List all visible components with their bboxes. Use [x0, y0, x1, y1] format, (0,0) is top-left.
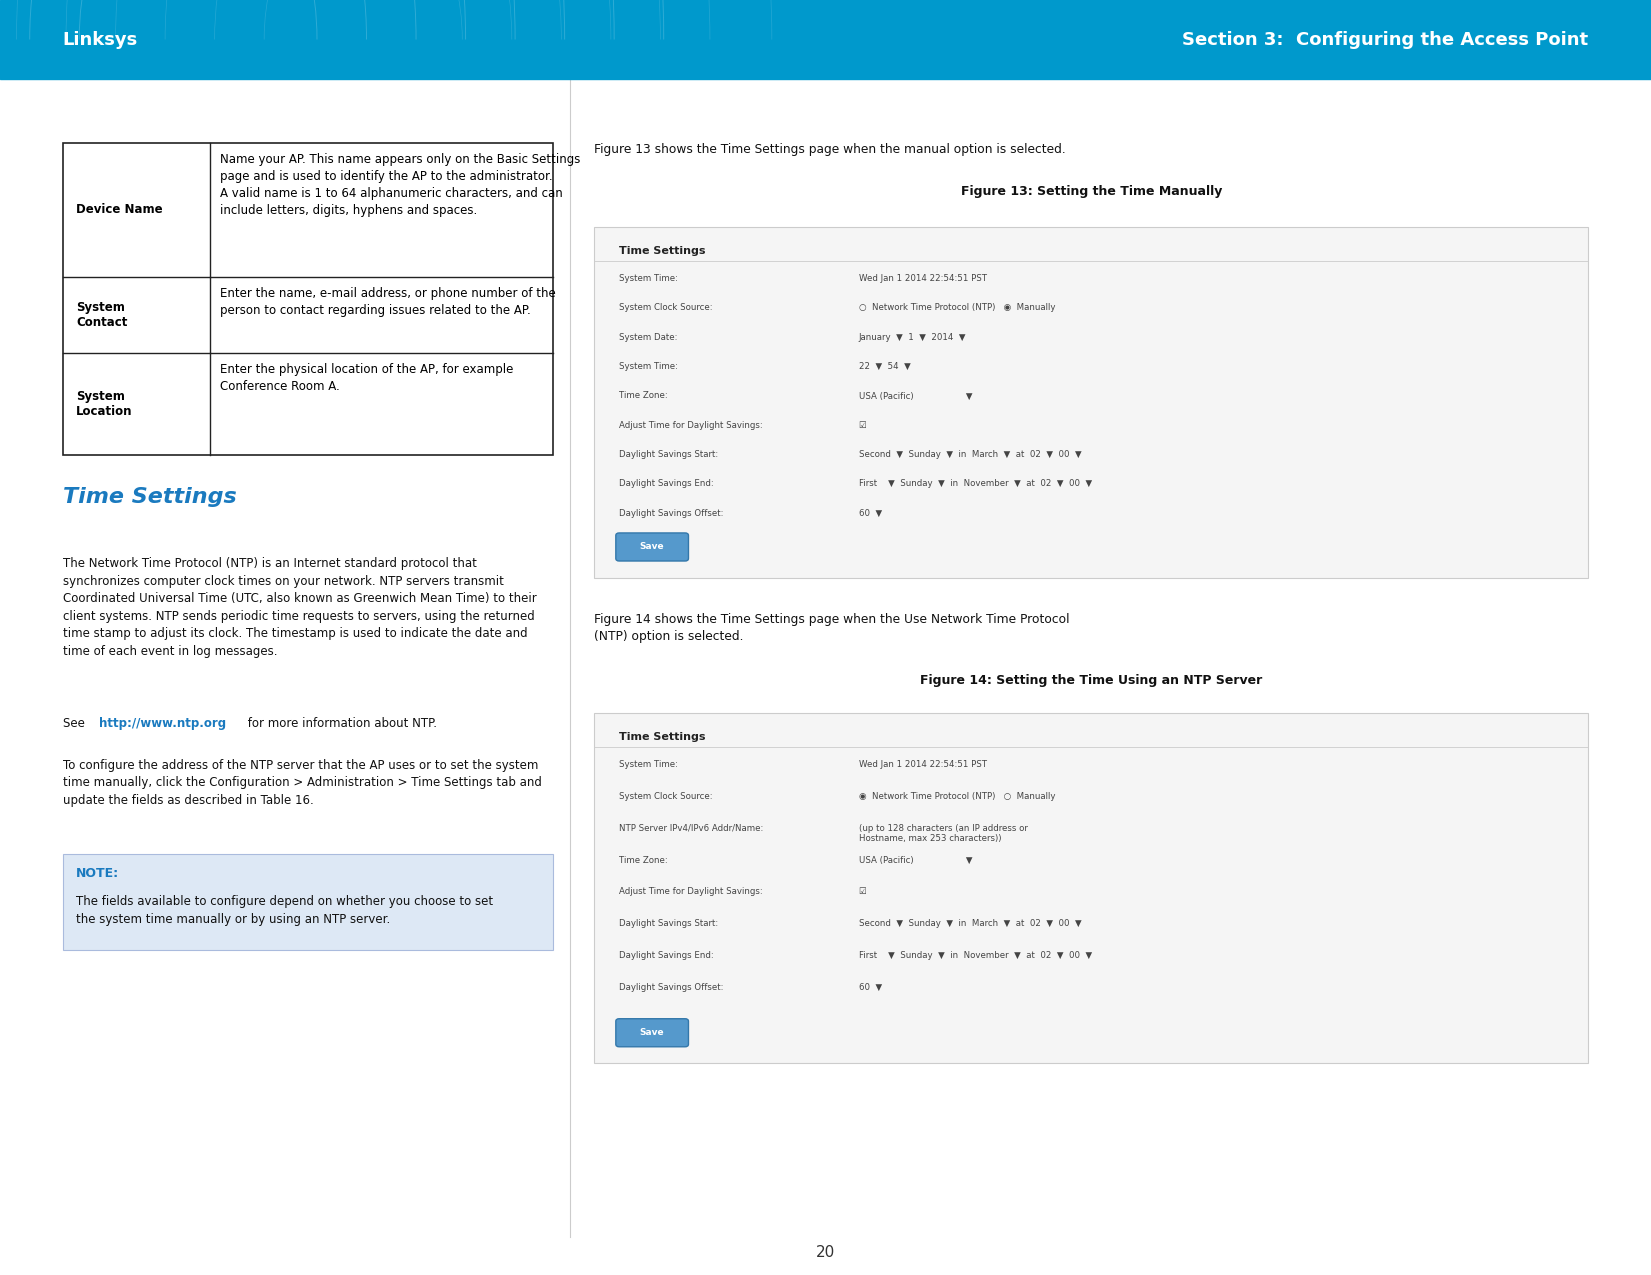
Text: Time Settings: Time Settings: [619, 732, 705, 742]
Text: First    ▼  Sunday  ▼  in  November  ▼  at  02  ▼  00  ▼: First ▼ Sunday ▼ in November ▼ at 02 ▼ 0…: [859, 479, 1091, 488]
Text: 60  ▼: 60 ▼: [859, 509, 882, 518]
Text: 60  ▼: 60 ▼: [859, 983, 882, 992]
Text: ◉  Network Time Protocol (NTP)   ○  Manually: ◉ Network Time Protocol (NTP) ○ Manually: [859, 792, 1055, 801]
Text: System Time:: System Time:: [619, 760, 679, 769]
Text: http://www.ntp.org: http://www.ntp.org: [99, 717, 226, 729]
Text: Enter the physical location of the AP, for example
Conference Room A.: Enter the physical location of the AP, f…: [220, 363, 513, 394]
Text: NTP Server IPv4/IPv6 Addr/Name:: NTP Server IPv4/IPv6 Addr/Name:: [619, 824, 763, 833]
Text: Daylight Savings End:: Daylight Savings End:: [619, 951, 713, 960]
Text: Second  ▼  Sunday  ▼  in  March  ▼  at  02  ▼  00  ▼: Second ▼ Sunday ▼ in March ▼ at 02 ▼ 00 …: [859, 450, 1081, 459]
Text: Name your AP. This name appears only on the Basic Settings
page and is used to i: Name your AP. This name appears only on …: [220, 153, 580, 217]
Text: System
Contact: System Contact: [76, 301, 127, 329]
Text: ☑: ☑: [859, 421, 867, 430]
Text: Section 3:  Configuring the Access Point: Section 3: Configuring the Access Point: [1182, 31, 1588, 48]
FancyBboxPatch shape: [63, 854, 553, 950]
Text: Figure 14 shows the Time Settings page when the Use Network Time Protocol
(NTP) : Figure 14 shows the Time Settings page w…: [594, 613, 1070, 644]
Text: The fields available to configure depend on whether you choose to set
the system: The fields available to configure depend…: [76, 895, 494, 926]
Text: System Date:: System Date:: [619, 333, 677, 342]
Text: Wed Jan 1 2014 22:54:51 PST: Wed Jan 1 2014 22:54:51 PST: [859, 760, 987, 769]
Text: Daylight Savings Offset:: Daylight Savings Offset:: [619, 983, 723, 992]
FancyBboxPatch shape: [616, 533, 688, 561]
Bar: [594, 713, 1588, 1063]
Text: for more information about NTP.: for more information about NTP.: [244, 717, 438, 729]
Text: Time Zone:: Time Zone:: [619, 391, 669, 400]
Text: Enter the name, e-mail address, or phone number of the
person to contact regardi: Enter the name, e-mail address, or phone…: [220, 287, 555, 317]
Text: ○  Network Time Protocol (NTP)   ◉  Manually: ○ Network Time Protocol (NTP) ◉ Manually: [859, 303, 1055, 312]
Text: Figure 13: Setting the Time Manually: Figure 13: Setting the Time Manually: [961, 185, 1222, 198]
Text: 20: 20: [816, 1244, 835, 1260]
Text: (up to 128 characters (an IP address or
Hostname, max 253 characters)): (up to 128 characters (an IP address or …: [859, 824, 1027, 843]
Text: ☑: ☑: [859, 887, 867, 896]
Text: Figure 14: Setting the Time Using an NTP Server: Figure 14: Setting the Time Using an NTP…: [920, 674, 1263, 687]
Text: Second  ▼  Sunday  ▼  in  March  ▼  at  02  ▼  00  ▼: Second ▼ Sunday ▼ in March ▼ at 02 ▼ 00 …: [859, 919, 1081, 928]
Text: NOTE:: NOTE:: [76, 867, 119, 880]
Text: 22  ▼  54  ▼: 22 ▼ 54 ▼: [859, 362, 910, 371]
Text: January  ▼  1  ▼  2014  ▼: January ▼ 1 ▼ 2014 ▼: [859, 333, 966, 342]
Text: Daylight Savings Start:: Daylight Savings Start:: [619, 919, 718, 928]
Text: First    ▼  Sunday  ▼  in  November  ▼  at  02  ▼  00  ▼: First ▼ Sunday ▼ in November ▼ at 02 ▼ 0…: [859, 951, 1091, 960]
Text: Adjust Time for Daylight Savings:: Adjust Time for Daylight Savings:: [619, 887, 763, 896]
Text: Daylight Savings End:: Daylight Savings End:: [619, 479, 713, 488]
Text: Time Settings: Time Settings: [63, 487, 236, 507]
Text: System Time:: System Time:: [619, 274, 679, 283]
Text: System Time:: System Time:: [619, 362, 679, 371]
Text: System
Location: System Location: [76, 390, 132, 418]
Text: System Clock Source:: System Clock Source:: [619, 303, 713, 312]
Text: The Network Time Protocol (NTP) is an Internet standard protocol that
synchroniz: The Network Time Protocol (NTP) is an In…: [63, 557, 537, 658]
Text: To configure the address of the NTP server that the AP uses or to set the system: To configure the address of the NTP serv…: [63, 759, 542, 807]
Text: Device Name: Device Name: [76, 203, 162, 217]
Text: See: See: [63, 717, 89, 729]
Text: Daylight Savings Offset:: Daylight Savings Offset:: [619, 509, 723, 518]
FancyBboxPatch shape: [616, 1019, 688, 1047]
Text: USA (Pacific)                   ▼: USA (Pacific) ▼: [859, 391, 972, 400]
Text: System Clock Source:: System Clock Source:: [619, 792, 713, 801]
Text: Time Zone:: Time Zone:: [619, 856, 669, 864]
Text: Time Settings: Time Settings: [619, 246, 705, 256]
Text: USA (Pacific)                   ▼: USA (Pacific) ▼: [859, 856, 972, 864]
Text: Figure 13 shows the Time Settings page when the manual option is selected.: Figure 13 shows the Time Settings page w…: [594, 143, 1067, 156]
Text: Daylight Savings Start:: Daylight Savings Start:: [619, 450, 718, 459]
Text: Wed Jan 1 2014 22:54:51 PST: Wed Jan 1 2014 22:54:51 PST: [859, 274, 987, 283]
Bar: [63, 143, 553, 455]
Text: Save: Save: [641, 542, 664, 552]
Text: Save: Save: [641, 1028, 664, 1038]
Text: Linksys: Linksys: [63, 31, 139, 48]
Bar: [0, 0, 1651, 79]
Text: Adjust Time for Daylight Savings:: Adjust Time for Daylight Savings:: [619, 421, 763, 430]
Bar: [594, 227, 1588, 578]
